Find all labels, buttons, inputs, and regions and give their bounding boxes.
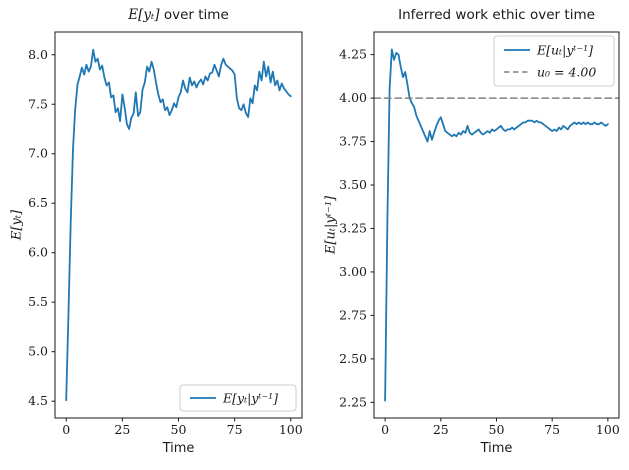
y-tick-label: 4.5 (28, 393, 48, 408)
legend-label: E[uₜ|yᵗ⁻¹] (536, 43, 593, 58)
y-tick-label: 4.25 (339, 47, 367, 62)
left-chart-title: E[yₜ] over time (55, 7, 302, 23)
x-tick-label: 25 (114, 422, 130, 437)
axes-frame (54, 31, 303, 419)
legend-box (179, 384, 297, 412)
legend-label: u₀ = 4.00 (537, 65, 596, 80)
left-title-math: E[yₜ] (128, 7, 160, 23)
x-tick-label: 25 (433, 422, 449, 437)
y-tick-label: 2.25 (339, 394, 367, 409)
legend: E[uₜ|yᵗ⁻¹] u₀ = 4.00 (493, 35, 615, 87)
y-tick-label: 2.50 (339, 351, 367, 366)
x-tick-label: 50 (489, 422, 505, 437)
y-tick-label: 6.0 (28, 245, 48, 260)
y-tick-label: 3.25 (339, 220, 367, 235)
left-y-axis-label: E[yₜ] (9, 209, 25, 241)
axes-frame (373, 31, 620, 419)
x-tick-label: 100 (279, 422, 303, 437)
y-tick-label: 5.0 (28, 344, 48, 359)
right-title-text: Inferred work ethic over time (398, 7, 595, 23)
x-tick-label: 50 (171, 422, 187, 437)
y-tick-label: 8.0 (28, 47, 48, 62)
legend: E[yₜ|yᵗ⁻¹] (179, 384, 297, 412)
y-tick-label: 2.75 (339, 307, 367, 322)
legend-box (493, 35, 615, 87)
y-tick-label: 6.5 (28, 195, 48, 210)
y-tick-label: 3.50 (339, 177, 367, 192)
x-tick-label: 75 (227, 422, 243, 437)
y-tick-label: 3.00 (339, 264, 367, 279)
x-tick-label: 100 (596, 422, 620, 437)
right-y-axis-label: E[uₜ|yᵗ⁻¹] (323, 195, 339, 255)
x-tick-label: 0 (381, 422, 389, 437)
x-tick-label: 0 (62, 422, 70, 437)
y-tick-label: 5.5 (28, 294, 48, 309)
right-chart-title: Inferred work ethic over time (374, 7, 619, 23)
legend-label: E[yₜ|yᵗ⁻¹] (222, 391, 278, 406)
y-tick-label: 4.00 (339, 90, 367, 105)
y-tick-label: 7.5 (28, 96, 48, 111)
left-x-axis-label: Time (162, 441, 195, 456)
series-line-1-0 (384, 48, 609, 402)
y-tick-label: 7.0 (28, 146, 48, 161)
right-x-axis-label: Time (480, 441, 513, 456)
left-chart-panel: 0 25 50 75 100 4.5 5.0 5.5 6.0 6.5 7.0 7.5 8.0 E[yₜ|y… (28, 31, 303, 437)
left-title-text: over time (159, 7, 229, 23)
x-tick-label: 75 (544, 422, 560, 437)
right-chart-panel: 0 25 50 75 100 2.25 2.50 2.75 3.00 3.25 3.50 3.75 4.… (339, 31, 620, 437)
y-tick-label: 3.75 (339, 134, 367, 149)
series-line-0-0 (65, 48, 292, 402)
